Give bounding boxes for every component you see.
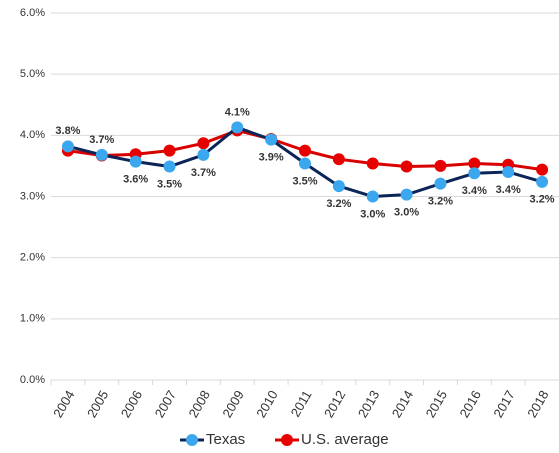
marker <box>332 153 345 166</box>
x-tick-label: 2013 <box>355 388 382 421</box>
marker <box>197 137 210 150</box>
y-tick-label: 0.0% <box>20 374 45 386</box>
data-label: 3.0% <box>394 207 419 219</box>
marker <box>61 140 74 153</box>
marker <box>366 190 379 203</box>
data-label: 3.2% <box>530 194 555 206</box>
data-label: 3.6% <box>123 174 148 186</box>
x-tick-label: 2012 <box>321 388 348 421</box>
x-tick-label: 2015 <box>423 388 450 421</box>
data-label: 3.2% <box>326 198 351 210</box>
marker <box>299 144 311 157</box>
data-label: 3.5% <box>292 175 317 187</box>
y-tick-label: 1.0% <box>20 313 45 325</box>
data-label: 3.9% <box>259 152 284 164</box>
data-label: 3.0% <box>360 208 385 220</box>
x-tick-label: 2006 <box>118 388 145 421</box>
y-tick-label: 4.0% <box>20 129 45 141</box>
x-tick-label: 2005 <box>84 388 111 421</box>
data-label: 3.2% <box>428 196 453 208</box>
x-tick-label: 2014 <box>389 388 416 421</box>
marker <box>95 148 108 161</box>
x-tick-label: 2018 <box>524 388 551 421</box>
marker <box>536 175 549 188</box>
marker <box>502 166 515 179</box>
marker <box>366 157 379 170</box>
x-tick-label: 2017 <box>490 388 517 421</box>
marker <box>129 155 142 168</box>
data-label: 3.7% <box>89 134 114 146</box>
x-tick-label: 2010 <box>253 388 280 421</box>
x-tick-label: 2008 <box>186 388 213 421</box>
x-tick-label: 2016 <box>456 388 483 421</box>
marker <box>299 157 311 170</box>
marker <box>163 144 176 157</box>
y-tick-label: 3.0% <box>20 190 45 202</box>
marker <box>197 148 210 161</box>
x-tick-label: 2004 <box>50 388 77 421</box>
x-tick-label: 2011 <box>288 388 315 420</box>
data-label: 3.7% <box>191 167 216 179</box>
marker <box>400 160 413 173</box>
y-tick-label: 2.0% <box>20 252 45 264</box>
data-label: 3.5% <box>157 178 182 190</box>
data-label: 3.8% <box>55 125 80 137</box>
marker <box>536 163 549 176</box>
legend-label: Texas <box>206 431 245 448</box>
marker <box>163 160 176 173</box>
data-label: 3.4% <box>462 185 487 197</box>
legend-label: U.S. average <box>301 431 389 448</box>
marker <box>468 157 481 170</box>
data-label: 3.4% <box>496 184 521 196</box>
marker <box>434 177 447 190</box>
data-label: 4.1% <box>225 106 250 118</box>
legend-marker <box>186 434 198 446</box>
marker <box>468 167 481 180</box>
x-tick-label: 2007 <box>152 388 179 421</box>
legend-marker <box>281 434 293 446</box>
y-tick-label: 5.0% <box>20 68 45 80</box>
marker <box>400 188 413 201</box>
x-tick-label: 2009 <box>219 388 246 421</box>
marker <box>231 121 244 134</box>
marker <box>265 133 278 146</box>
y-tick-label: 6.0% <box>20 7 45 19</box>
marker <box>434 159 447 172</box>
marker <box>332 180 345 193</box>
